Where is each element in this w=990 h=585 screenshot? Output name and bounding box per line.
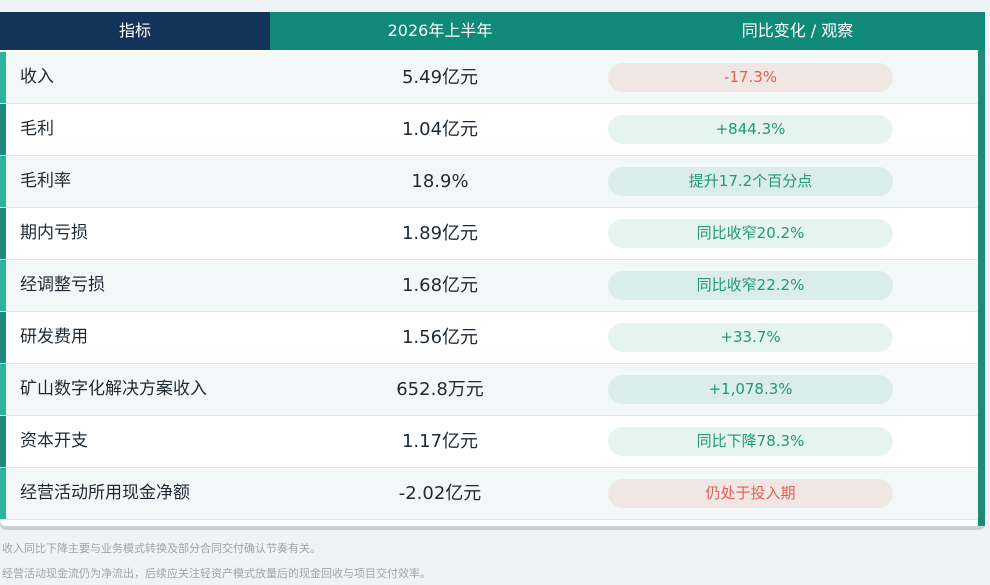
change-pill: 同比收窄22.2%	[608, 271, 893, 300]
header-cell: 指标	[0, 12, 270, 50]
table-row: 毛利率 18.9% 提升17.2个百分点	[0, 156, 978, 208]
table-row: 经调整亏损 1.68亿元 同比收窄22.2%	[0, 260, 978, 312]
change-pill: +33.7%	[608, 323, 893, 352]
metric: 矿山数字化解决方案收入	[20, 379, 207, 399]
row-accent	[0, 52, 6, 103]
table-row: 资本开支 1.17亿元 同比下降78.3%	[0, 416, 978, 468]
table-row: 毛利 1.04亿元 +844.3%	[0, 104, 978, 156]
row-accent	[0, 312, 6, 363]
metric: 毛利率	[20, 171, 71, 191]
value: 1.04亿元	[401, 119, 479, 140]
value: 5.49亿元	[401, 67, 479, 88]
row-accent	[0, 364, 6, 415]
row-accent	[0, 468, 6, 519]
change-pill: 仍处于投入期	[608, 479, 893, 508]
value: 1.68亿元	[401, 275, 479, 296]
value: -2.02亿元	[398, 483, 482, 504]
value: 1.56亿元	[401, 327, 479, 348]
metric: 研发费用	[20, 327, 88, 347]
header-cell: 同比变化 / 观察	[610, 12, 985, 50]
metric: 收入	[20, 67, 54, 87]
value: 1.17亿元	[401, 431, 479, 452]
metric: 期内亏损	[20, 223, 88, 243]
row-accent	[0, 260, 6, 311]
change-pill: 同比下降78.3%	[608, 427, 893, 456]
note: 收入同比下降主要与业务模式转换及部分合同交付确认节奏有关。	[2, 542, 321, 555]
value: 18.9%	[411, 171, 469, 192]
table-row: 期内亏损 1.89亿元 同比收窄20.2%	[0, 208, 978, 260]
change-pill: 提升17.2个百分点	[608, 167, 893, 196]
header-cell: 2026年上半年	[270, 12, 610, 50]
change-pill: 同比收窄20.2%	[608, 219, 893, 248]
metric: 毛利	[20, 119, 54, 139]
metric: 经调整亏损	[20, 275, 105, 295]
change-pill: +844.3%	[608, 115, 893, 144]
table-row: 收入 5.49亿元 -17.3%	[0, 52, 978, 104]
row-accent	[0, 104, 6, 155]
row-accent	[0, 208, 6, 259]
note: 经营活动现金流仍为净流出，后续应关注轻资产模式放量后的现金回收与项目交付效率。	[2, 567, 431, 580]
value: 1.89亿元	[401, 223, 479, 244]
table-row: 研发费用 1.56亿元 +33.7%	[0, 312, 978, 364]
row-accent	[0, 156, 6, 207]
change-pill: -17.3%	[608, 63, 893, 92]
right-border	[978, 50, 985, 526]
table-row: 经营活动所用现金净额 -2.02亿元 仍处于投入期	[0, 468, 978, 520]
change-pill: +1,078.3%	[608, 375, 893, 404]
metric: 经营活动所用现金净额	[20, 483, 190, 503]
table-row: 矿山数字化解决方案收入 652.8万元 +1,078.3%	[0, 364, 978, 416]
table: 指标 2026年上半年 同比变化 / 观察 收入 5.49亿元 -17.3% 毛利 1.…	[0, 12, 985, 526]
row-accent	[0, 416, 6, 467]
value: 652.8万元	[396, 379, 484, 400]
metric: 资本开支	[20, 431, 88, 451]
